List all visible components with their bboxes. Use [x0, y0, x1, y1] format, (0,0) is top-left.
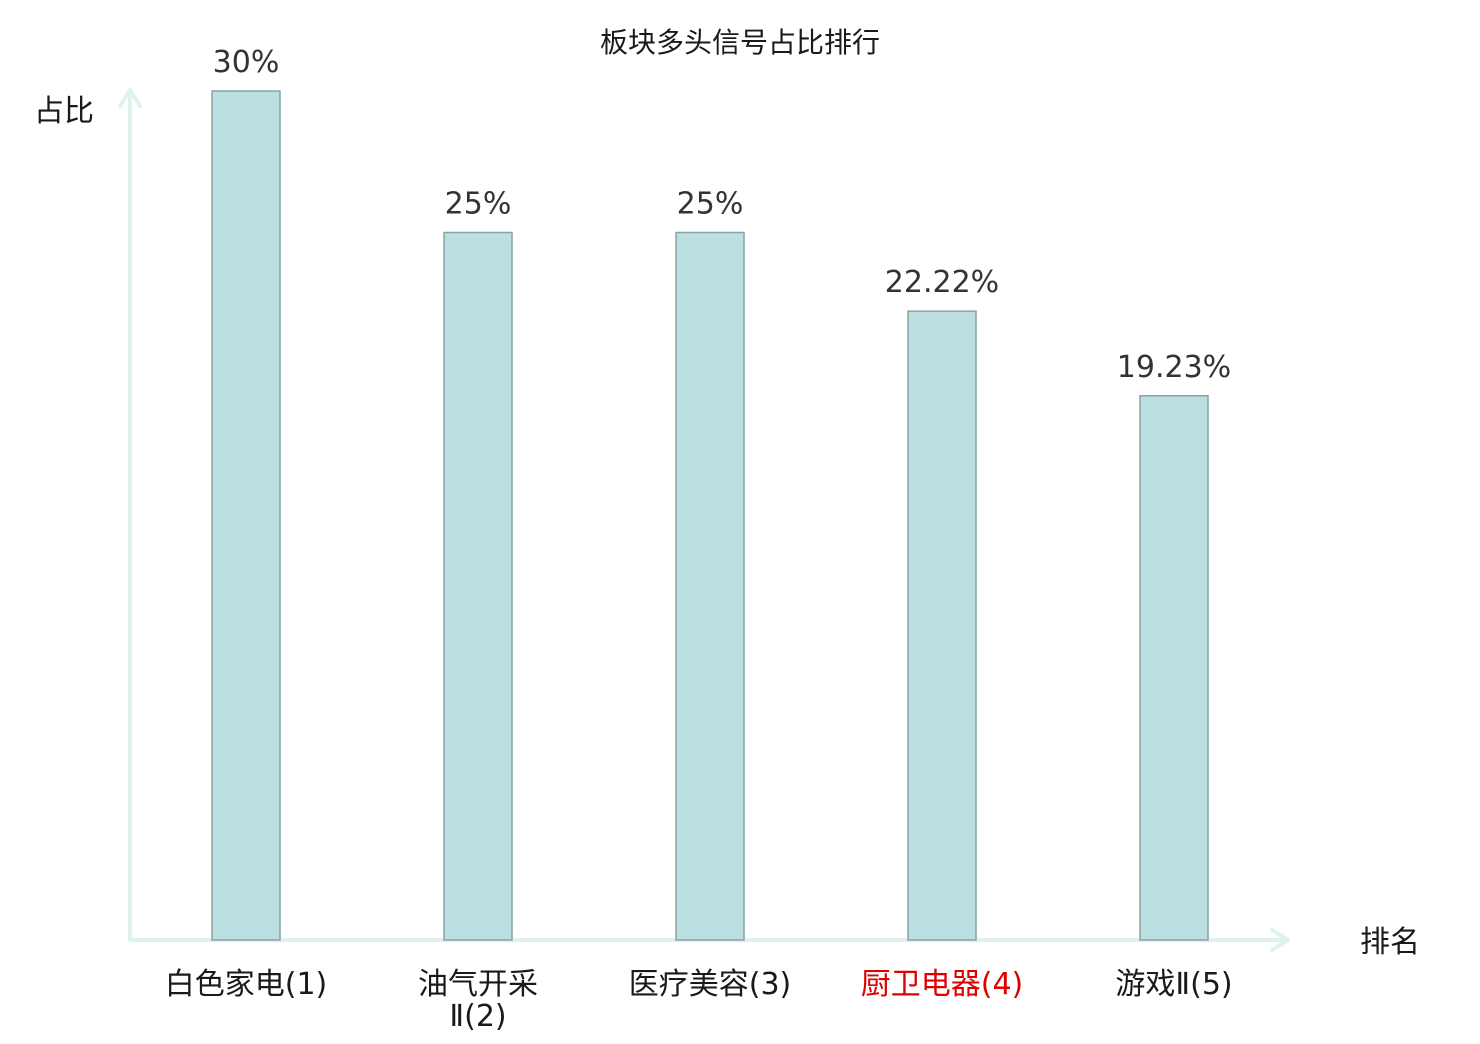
value-label: 19.23%: [1117, 350, 1231, 385]
bar: [907, 310, 977, 941]
y-axis-label: 占比: [34, 94, 94, 129]
category-label: 游戏Ⅱ(5): [1115, 967, 1232, 1002]
bar: [675, 231, 745, 941]
value-label: 25%: [445, 187, 512, 222]
value-label: 25%: [677, 187, 744, 222]
value-label: 22.22%: [885, 265, 999, 300]
chart-title: 板块多头信号占比排行: [600, 26, 880, 59]
category-label: 白色家电(1): [165, 967, 328, 1002]
bar: [1139, 395, 1209, 941]
category-label: 医疗美容(3): [629, 967, 792, 1002]
bar: [443, 231, 513, 941]
x-axis-label: 排名: [1360, 925, 1420, 960]
category-labels-group: 白色家电(1) 油气开采 Ⅱ(2) 医疗美容(3) 厨卫电器(4) 游戏Ⅱ(5): [165, 967, 1233, 1034]
bars-group: [211, 90, 1209, 941]
bar: [211, 90, 281, 941]
category-label: 油气开采 Ⅱ(2): [418, 967, 538, 1034]
category-label: 厨卫电器(4): [861, 967, 1024, 1002]
value-label: 30%: [213, 45, 280, 80]
y-axis-arrow-icon: [118, 88, 142, 108]
x-axis-arrow-icon: [1270, 928, 1290, 952]
value-labels-group: 30% 25% 25% 22.22% 19.23%: [213, 45, 1232, 385]
